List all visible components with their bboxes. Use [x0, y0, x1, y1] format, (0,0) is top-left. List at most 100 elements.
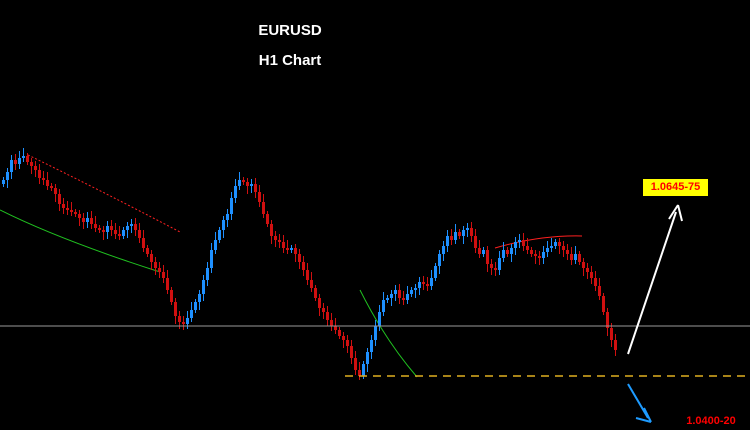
- candle-body: [78, 214, 81, 218]
- candle-body: [334, 326, 337, 330]
- candle-body: [122, 230, 125, 236]
- candle-body: [310, 280, 313, 288]
- upside-target-label: 1.0645-75: [643, 179, 708, 196]
- candle-body: [198, 294, 201, 302]
- upside-arrow-shaft: [627, 211, 677, 355]
- candle-body: [486, 250, 489, 264]
- candle-body: [350, 346, 353, 358]
- candle-body: [50, 186, 53, 188]
- candle-body: [606, 312, 609, 328]
- candle-body: [518, 240, 521, 242]
- candle-body: [30, 162, 33, 166]
- candle-body: [298, 254, 301, 262]
- candle-body: [598, 286, 601, 296]
- candle-body: [162, 272, 165, 278]
- candle-body: [206, 268, 209, 280]
- candle-body: [462, 230, 465, 236]
- candle-body: [502, 250, 505, 258]
- candle-body: [530, 250, 533, 254]
- candle-body: [134, 224, 137, 230]
- candle-body: [346, 340, 349, 346]
- candle-body: [202, 280, 205, 294]
- candle-body: [514, 242, 517, 248]
- candle-body: [130, 224, 133, 226]
- candle-body: [538, 256, 541, 258]
- candle-body: [410, 290, 413, 294]
- candle-body: [106, 226, 109, 232]
- candle-body: [554, 242, 557, 246]
- candle-body: [34, 166, 37, 170]
- candle-body: [454, 232, 457, 240]
- candle-body: [218, 230, 221, 240]
- candle-body: [378, 312, 381, 326]
- candle-body: [578, 254, 581, 262]
- candle-body: [282, 242, 285, 248]
- candle-body: [174, 302, 177, 316]
- candle-body: [470, 228, 473, 236]
- candle-body: [90, 218, 93, 224]
- candle-body: [42, 178, 45, 180]
- candle-body: [586, 268, 589, 272]
- candle-body: [382, 300, 385, 312]
- candle-body: [238, 180, 241, 186]
- candle-body: [22, 156, 25, 158]
- candle-body: [154, 262, 157, 268]
- candle-body: [242, 180, 245, 182]
- candle-body: [582, 262, 585, 268]
- pattern-line-green-2: [359, 289, 418, 378]
- candle-body: [102, 230, 105, 232]
- candle-body: [290, 248, 293, 250]
- downside-arrow-head: [635, 407, 652, 423]
- candle-body: [226, 214, 229, 220]
- candle-body: [338, 330, 341, 336]
- candle-body: [494, 268, 497, 270]
- candle-body: [458, 232, 461, 236]
- candle-body: [342, 336, 345, 340]
- candle-body: [374, 326, 377, 340]
- candle-body: [446, 236, 449, 246]
- candle-body: [18, 158, 21, 164]
- candle-body: [150, 254, 153, 262]
- candle-body: [146, 248, 149, 254]
- candle-body: [114, 230, 117, 234]
- candle-body: [558, 242, 561, 246]
- candle-body: [602, 296, 605, 312]
- candle-body: [142, 238, 145, 248]
- candle-body: [610, 328, 613, 340]
- candle-body: [278, 240, 281, 242]
- candle-body: [6, 172, 9, 180]
- candle-body: [254, 184, 257, 192]
- candlesticks: [2, 148, 617, 380]
- candle-body: [434, 266, 437, 278]
- candle-body: [54, 188, 57, 194]
- candle-body: [262, 202, 265, 214]
- candle-body: [250, 184, 253, 186]
- candle-body: [186, 318, 189, 324]
- candle-body: [442, 246, 445, 254]
- candle-body: [474, 236, 477, 248]
- candle-body: [118, 234, 121, 236]
- candle-body: [58, 194, 61, 204]
- candle-body: [230, 198, 233, 214]
- chart-subtitle: H1 Chart: [258, 52, 322, 69]
- candle-body: [534, 254, 537, 256]
- candle-body: [574, 254, 577, 260]
- candle-body: [330, 320, 333, 326]
- candle-body: [182, 322, 185, 324]
- candle-body: [522, 240, 525, 246]
- candle-body: [110, 226, 113, 230]
- candle-body: [426, 284, 429, 286]
- candle-body: [10, 160, 13, 172]
- candle-body: [402, 298, 405, 300]
- candle-body: [170, 290, 173, 302]
- candle-body: [74, 212, 77, 214]
- candle-body: [246, 182, 249, 186]
- candle-body: [542, 252, 545, 258]
- candle-body: [302, 262, 305, 270]
- candle-body: [566, 250, 569, 254]
- candle-body: [270, 224, 273, 236]
- candle-body: [526, 246, 529, 250]
- candle-body: [222, 220, 225, 230]
- downside-arrow-shaft: [627, 383, 649, 419]
